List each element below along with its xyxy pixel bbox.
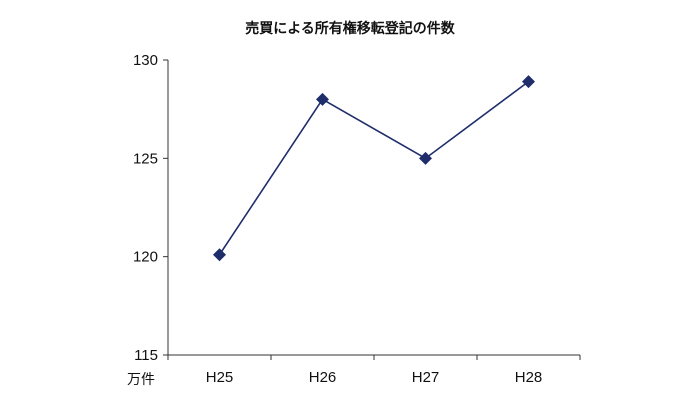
- x-tick-label: H27: [412, 369, 440, 386]
- y-tick-label: 130: [133, 52, 158, 69]
- data-point: [419, 151, 432, 165]
- y-unit-label: 万件: [127, 372, 155, 388]
- y-tick-label: 115: [134, 347, 158, 364]
- chart-title: 売買による所有権移転登記の件数: [245, 21, 455, 37]
- y-tick-label: 125: [133, 150, 158, 167]
- data-point: [213, 248, 226, 262]
- data-point: [522, 75, 535, 89]
- data-point: [316, 92, 329, 106]
- x-tick-label: H26: [309, 369, 337, 386]
- y-tick-label: 120: [133, 249, 158, 266]
- series-line: [218, 80, 529, 256]
- x-tick-label: H28: [515, 369, 543, 386]
- x-tick-label: H25: [206, 369, 234, 386]
